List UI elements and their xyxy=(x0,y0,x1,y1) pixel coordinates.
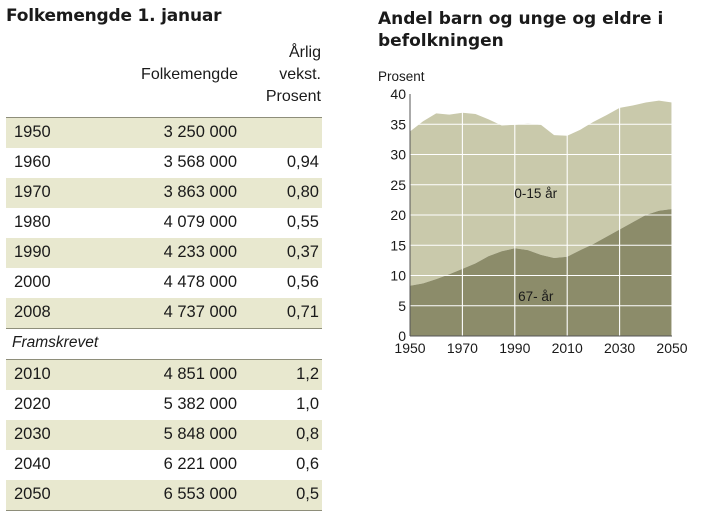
column-header-population: Folkemengde xyxy=(141,66,238,83)
year-cell: 1990 xyxy=(14,243,51,261)
population-cell: 3 250 000 xyxy=(163,123,237,141)
area-0-15 xyxy=(410,100,672,286)
population-cell: 3 568 000 xyxy=(163,153,237,171)
growth-cell: 0,94 xyxy=(286,153,319,171)
y-tick-label: 10 xyxy=(390,268,406,284)
x-tick-label: 1970 xyxy=(447,340,478,356)
table-title: Folkemengde 1. januar xyxy=(6,6,222,26)
table-divider xyxy=(6,328,322,329)
table-divider xyxy=(6,510,322,511)
year-cell: 1980 xyxy=(14,213,51,231)
table-row: 2030 5 848 000 0,8 xyxy=(6,420,322,450)
table-row: 1960 3 568 000 0,94 xyxy=(6,148,322,178)
population-cell: 4 478 000 xyxy=(163,273,237,291)
projected-subheading: Framskrevet xyxy=(6,329,322,359)
growth-cell: 0,5 xyxy=(296,485,319,503)
projected-label: Framskrevet xyxy=(12,334,99,351)
year-cell: 2010 xyxy=(14,365,51,383)
table-row: 1970 3 863 000 0,80 xyxy=(6,178,322,208)
population-table: 1950 3 250 000 1960 3 568 000 0,94 1970 3 863 … xyxy=(6,117,322,511)
y-tick-label: 35 xyxy=(390,116,406,132)
population-cell: 4 851 000 xyxy=(163,365,237,383)
growth-cell: 0,8 xyxy=(296,425,319,443)
column-header-growth-line: vekst. xyxy=(279,66,321,83)
population-cell: 4 079 000 xyxy=(163,213,237,231)
year-cell: 2030 xyxy=(14,425,51,443)
table-row: 1950 3 250 000 xyxy=(6,118,322,148)
year-cell: 2040 xyxy=(14,455,51,473)
area-chart: 0 5 10 15 20 25 30 35 40 1950 1970 1990 2010 2030 2050… xyxy=(378,69,688,356)
x-tick-label: 1950 xyxy=(394,340,425,356)
x-tick-label: 1990 xyxy=(499,340,530,356)
table-divider xyxy=(6,117,322,118)
population-cell: 5 382 000 xyxy=(163,395,237,413)
table-divider xyxy=(6,359,322,360)
population-cell: 4 737 000 xyxy=(163,303,237,321)
growth-cell: 0,6 xyxy=(296,455,319,473)
population-cell: 6 553 000 xyxy=(163,485,237,503)
y-tick-label: 25 xyxy=(390,177,406,193)
population-cell: 5 848 000 xyxy=(163,425,237,443)
table-row: 1980 4 079 000 0,55 xyxy=(6,208,322,238)
y-tick-label: 30 xyxy=(390,147,406,163)
table-row: 2050 6 553 000 0,5 xyxy=(6,480,322,510)
x-tick-label: 2030 xyxy=(604,340,635,356)
growth-cell: 0,55 xyxy=(286,213,319,231)
column-header-growth-line: Årlig xyxy=(288,44,321,61)
x-tick-label: 2050 xyxy=(656,340,687,356)
chart-title: Andel barn og unge og eldre i befolkning… xyxy=(378,9,664,51)
year-cell: 1970 xyxy=(14,183,51,201)
growth-cell: 1,0 xyxy=(296,395,319,413)
column-header-growth-line: Prosent xyxy=(265,88,321,105)
table-row: 2040 6 221 000 0,6 xyxy=(6,450,322,480)
growth-cell: 0,71 xyxy=(286,303,319,321)
table-row: 2000 4 478 000 0,56 xyxy=(6,268,322,298)
population-cell: 6 221 000 xyxy=(163,455,237,473)
table-row: 1990 4 233 000 0,37 xyxy=(6,238,322,268)
year-cell: 2050 xyxy=(14,485,51,503)
series-label-67-plus: 67- år xyxy=(518,289,554,304)
y-tick-label: 0 xyxy=(398,328,406,344)
growth-cell: 0,80 xyxy=(286,183,319,201)
historic-rows: 1950 3 250 000 1960 3 568 000 0,94 1970 3 863 … xyxy=(6,118,322,328)
growth-cell: 0,37 xyxy=(286,243,319,261)
series-label-0-15: 0-15 år xyxy=(514,186,557,201)
growth-cell: 1,2 xyxy=(296,365,319,383)
year-cell: 2020 xyxy=(14,395,51,413)
year-cell: 2000 xyxy=(14,273,51,291)
table-row: 2010 4 851 000 1,2 xyxy=(6,360,322,390)
population-cell: 3 863 000 xyxy=(163,183,237,201)
y-tick-label: 40 xyxy=(390,86,406,102)
y-tick-label: 15 xyxy=(390,237,406,253)
growth-cell: 0,56 xyxy=(286,273,319,291)
y-tick-label: 20 xyxy=(390,207,406,223)
area-67-plus xyxy=(410,208,672,336)
column-header-growth: Årlig vekst. Prosent xyxy=(231,42,321,108)
x-tick-label: 2010 xyxy=(552,340,583,356)
projected-rows: 2010 4 851 000 1,2 2020 5 382 000 1,0 2030 5 84… xyxy=(6,360,322,510)
year-cell: 1960 xyxy=(14,153,51,171)
y-tick-label: 5 xyxy=(398,298,406,314)
table-row: 2008 4 737 000 0,71 xyxy=(6,298,322,328)
population-cell: 4 233 000 xyxy=(163,243,237,261)
year-cell: 1950 xyxy=(14,123,51,141)
table-row: 2020 5 382 000 1,0 xyxy=(6,390,322,420)
year-cell: 2008 xyxy=(14,303,51,321)
y-axis-label: Prosent xyxy=(378,69,425,84)
